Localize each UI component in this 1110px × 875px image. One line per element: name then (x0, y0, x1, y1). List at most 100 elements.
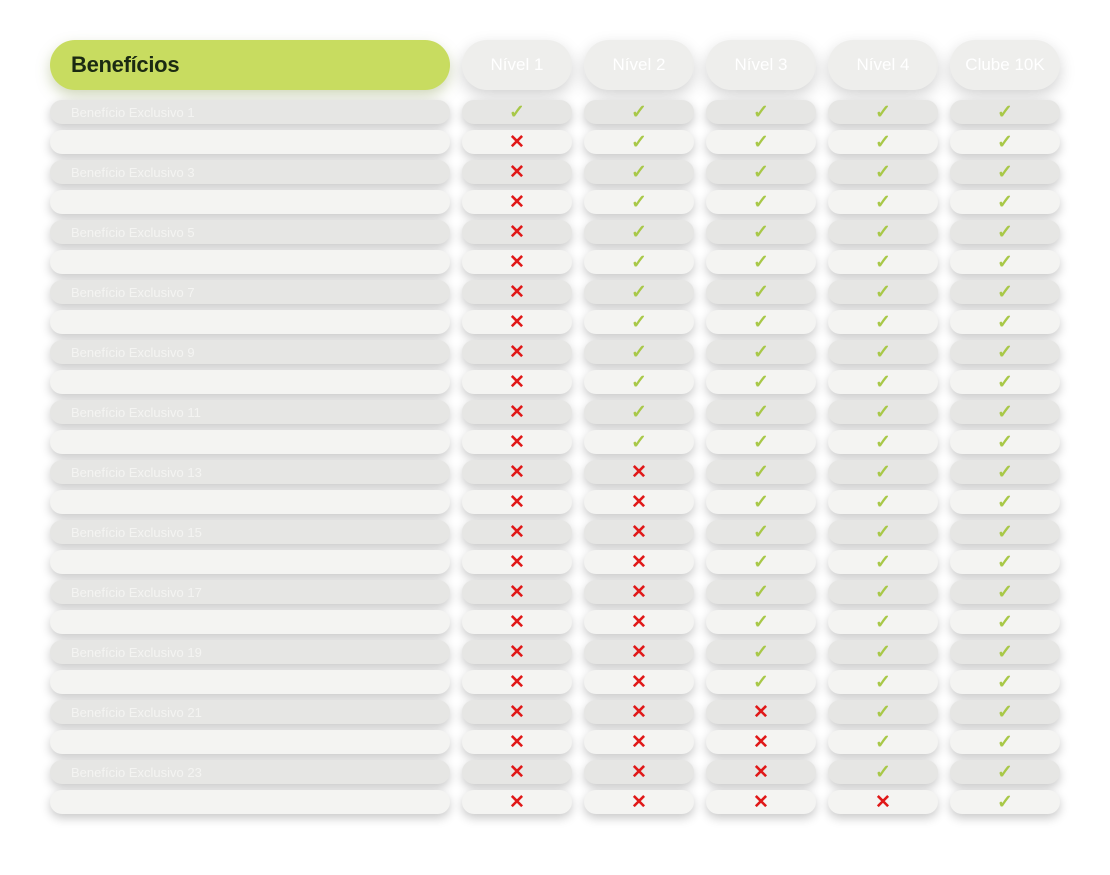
table-row: Benefício Exclusivo 18 ✕ ✕ ✓ ✓ ✓ (50, 610, 1060, 634)
check-icon: ✓ (706, 550, 816, 574)
cross-icon: ✕ (584, 760, 694, 784)
check-icon: ✓ (828, 280, 938, 304)
check-icon: ✓ (828, 430, 938, 454)
check-icon: ✓ (584, 160, 694, 184)
check-icon: ✓ (706, 100, 816, 124)
cross-icon: ✕ (584, 460, 694, 484)
check-icon: ✓ (828, 610, 938, 634)
check-icon: ✓ (950, 400, 1060, 424)
check-icon: ✓ (584, 220, 694, 244)
cross-icon: ✕ (584, 730, 694, 754)
check-icon: ✓ (828, 460, 938, 484)
check-icon: ✓ (828, 730, 938, 754)
check-icon: ✓ (584, 370, 694, 394)
check-icon: ✓ (828, 400, 938, 424)
check-icon: ✓ (950, 250, 1060, 274)
cross-icon: ✕ (706, 760, 816, 784)
check-icon: ✓ (950, 160, 1060, 184)
benefits-title: Benefícios (50, 40, 450, 90)
check-icon: ✓ (706, 580, 816, 604)
table-row: Benefício Exclusivo 16 ✕ ✕ ✓ ✓ ✓ (50, 550, 1060, 574)
check-icon: ✓ (706, 520, 816, 544)
cross-icon: ✕ (462, 700, 572, 724)
benefit-label: Benefício Exclusivo 14 (50, 490, 450, 514)
check-icon: ✓ (828, 670, 938, 694)
table-row: Benefício Exclusivo 17 ✕ ✕ ✓ ✓ ✓ (50, 580, 1060, 604)
check-icon: ✓ (706, 220, 816, 244)
cross-icon: ✕ (462, 460, 572, 484)
cross-icon: ✕ (706, 790, 816, 814)
check-icon: ✓ (828, 190, 938, 214)
cross-icon: ✕ (584, 550, 694, 574)
check-icon: ✓ (950, 100, 1060, 124)
cross-icon: ✕ (462, 490, 572, 514)
benefits-table: Benefícios Nível 1 Nível 2 Nível 3 Nível… (50, 40, 1060, 820)
table-row: Benefício Exclusivo 3 ✕ ✓ ✓ ✓ ✓ (50, 160, 1060, 184)
table-header: Benefícios Nível 1 Nível 2 Nível 3 Nível… (50, 40, 1060, 90)
cross-icon: ✕ (462, 730, 572, 754)
cross-icon: ✕ (584, 700, 694, 724)
table-row: Benefício Exclusivo 24 ✕ ✕ ✕ ✕ ✓ (50, 790, 1060, 814)
check-icon: ✓ (950, 520, 1060, 544)
benefit-label: Benefício Exclusivo 11 (50, 400, 450, 424)
cross-icon: ✕ (462, 610, 572, 634)
check-icon: ✓ (584, 190, 694, 214)
cross-icon: ✕ (462, 190, 572, 214)
check-icon: ✓ (706, 130, 816, 154)
table-row: Benefício Exclusivo 23 ✕ ✕ ✕ ✓ ✓ (50, 760, 1060, 784)
benefit-label: Benefício Exclusivo 3 (50, 160, 450, 184)
check-icon: ✓ (706, 340, 816, 364)
cross-icon: ✕ (462, 760, 572, 784)
cross-icon: ✕ (462, 670, 572, 694)
benefit-label: Benefício Exclusivo 8 (50, 310, 450, 334)
check-icon: ✓ (584, 340, 694, 364)
check-icon: ✓ (950, 790, 1060, 814)
check-icon: ✓ (706, 190, 816, 214)
benefit-label: Benefício Exclusivo 7 (50, 280, 450, 304)
cross-icon: ✕ (828, 790, 938, 814)
check-icon: ✓ (706, 250, 816, 274)
table-row: Benefício Exclusivo 4 ✕ ✓ ✓ ✓ ✓ (50, 190, 1060, 214)
benefit-label: Benefício Exclusivo 21 (50, 700, 450, 724)
check-icon: ✓ (462, 100, 572, 124)
check-icon: ✓ (706, 460, 816, 484)
table-row: Benefício Exclusivo 20 ✕ ✕ ✓ ✓ ✓ (50, 670, 1060, 694)
check-icon: ✓ (584, 250, 694, 274)
benefit-label: Benefício Exclusivo 12 (50, 430, 450, 454)
check-icon: ✓ (706, 610, 816, 634)
cross-icon: ✕ (462, 310, 572, 334)
benefit-label: Benefício Exclusivo 18 (50, 610, 450, 634)
check-icon: ✓ (950, 370, 1060, 394)
check-icon: ✓ (950, 730, 1060, 754)
cross-icon: ✕ (462, 520, 572, 544)
cross-icon: ✕ (462, 220, 572, 244)
benefit-label: Benefício Exclusivo 24 (50, 790, 450, 814)
cross-icon: ✕ (462, 640, 572, 664)
cross-icon: ✕ (462, 130, 572, 154)
check-icon: ✓ (706, 280, 816, 304)
cross-icon: ✕ (462, 340, 572, 364)
check-icon: ✓ (950, 280, 1060, 304)
check-icon: ✓ (950, 130, 1060, 154)
benefit-label: Benefício Exclusivo 16 (50, 550, 450, 574)
check-icon: ✓ (828, 100, 938, 124)
level-header-3: Nível 3 (706, 40, 816, 90)
cross-icon: ✕ (584, 610, 694, 634)
cross-icon: ✕ (462, 580, 572, 604)
table-row: Benefício Exclusivo 1 ✓ ✓ ✓ ✓ ✓ (50, 100, 1060, 124)
check-icon: ✓ (950, 670, 1060, 694)
check-icon: ✓ (584, 100, 694, 124)
cross-icon: ✕ (462, 250, 572, 274)
check-icon: ✓ (828, 490, 938, 514)
cross-icon: ✕ (462, 400, 572, 424)
table-row: Benefício Exclusivo 14 ✕ ✕ ✓ ✓ ✓ (50, 490, 1060, 514)
check-icon: ✓ (706, 430, 816, 454)
check-icon: ✓ (828, 370, 938, 394)
check-icon: ✓ (828, 760, 938, 784)
benefit-label: Benefício Exclusivo 23 (50, 760, 450, 784)
check-icon: ✓ (828, 520, 938, 544)
table-row: Benefício Exclusivo 8 ✕ ✓ ✓ ✓ ✓ (50, 310, 1060, 334)
level-header-club: Clube 10K (950, 40, 1060, 90)
benefit-label: Benefício Exclusivo 15 (50, 520, 450, 544)
table-row: Benefício Exclusivo 13 ✕ ✕ ✓ ✓ ✓ (50, 460, 1060, 484)
